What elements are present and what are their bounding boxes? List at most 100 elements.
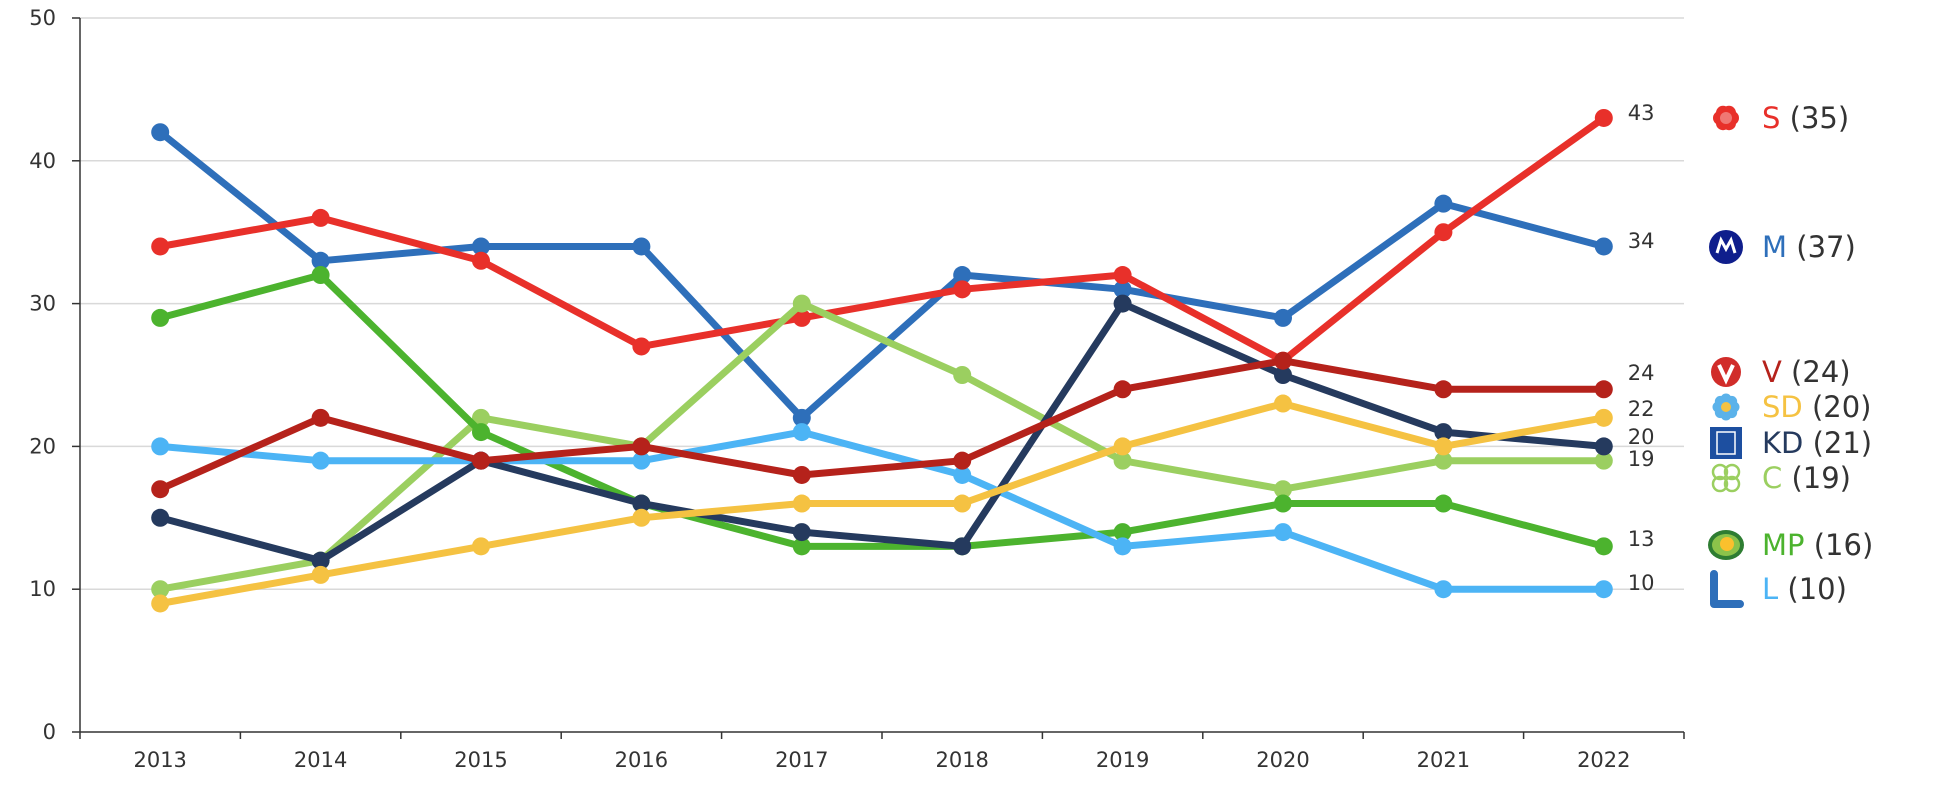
axes — [72, 17, 1685, 739]
data-point-l — [151, 437, 170, 456]
series-line-v — [156, 357, 1608, 493]
data-point-c — [1113, 451, 1132, 470]
x-tick-labels: 2013 2014 2015 2016 2017 2018 2019 2020 2021 2022 — [133, 748, 1630, 772]
data-point-m — [632, 237, 651, 256]
data-point-kd — [1434, 423, 1453, 442]
data-point-sd — [151, 594, 170, 613]
series-m — [151, 123, 1613, 427]
end-label-l: 10 — [1628, 571, 1655, 595]
x-tick-label: 2022 — [1577, 748, 1630, 772]
legend-item-v: V (24) — [1711, 355, 1851, 389]
data-point-s — [792, 308, 811, 327]
data-point-mp — [1113, 523, 1132, 542]
liberalerna-l-icon — [1710, 570, 1744, 608]
dandelion-leaf-icon — [1708, 530, 1744, 560]
data-point-c — [1274, 480, 1292, 499]
data-point-mp — [1594, 537, 1613, 556]
blue-flower-icon — [1712, 393, 1740, 421]
data-point-m — [1594, 237, 1613, 256]
data-point-c — [1434, 451, 1453, 470]
data-point-l — [1113, 537, 1132, 556]
data-point-sd — [953, 494, 972, 513]
legend-label: V (24) — [1762, 355, 1851, 389]
series-l — [151, 423, 1613, 599]
data-point-m — [953, 266, 972, 285]
data-point-m — [472, 237, 490, 256]
social-democrats-rose-icon — [1713, 105, 1739, 131]
legend-label: M (37) — [1762, 230, 1856, 264]
legend-item-sd: SD (20) — [1712, 390, 1872, 424]
series-line-sd — [156, 400, 1608, 607]
data-point-l — [953, 465, 972, 484]
data-point-m — [1274, 308, 1292, 327]
series-line-s — [156, 114, 1608, 365]
legend-label: L (10) — [1762, 572, 1847, 606]
data-point-v — [151, 480, 170, 499]
end-label-mp: 13 — [1628, 527, 1655, 551]
series-line-l — [156, 428, 1608, 593]
data-point-s — [311, 208, 330, 227]
data-point-kd — [1594, 437, 1613, 456]
data-point-v — [1594, 380, 1613, 399]
y-tick-label: 10 — [29, 577, 56, 601]
data-point-sd — [1113, 437, 1132, 456]
data-point-c — [792, 294, 811, 313]
data-point-v — [472, 451, 490, 470]
data-point-c — [151, 580, 170, 599]
data-point-l — [1594, 580, 1613, 599]
data-point-sd — [632, 508, 651, 527]
legend-label: MP (16) — [1762, 528, 1873, 562]
legend-label: S (35) — [1762, 101, 1849, 135]
end-label-s: 43 — [1628, 101, 1655, 125]
end-label-v: 24 — [1628, 361, 1655, 385]
end-labels: 34 43 19 13 10 20 22 24 — [1628, 101, 1655, 595]
legend-label: C (19) — [1762, 461, 1851, 495]
v-badge-icon — [1711, 357, 1741, 387]
data-point-l — [792, 423, 811, 442]
y-tick-label: 40 — [29, 149, 56, 173]
x-tick-label: 2018 — [935, 748, 988, 772]
data-point-kd — [1274, 366, 1292, 384]
legend-item-mp: MP (16) — [1708, 528, 1873, 562]
series-s — [151, 108, 1613, 370]
x-tick-label: 2019 — [1096, 748, 1149, 772]
x-tick-label: 2020 — [1256, 748, 1309, 772]
data-point-c — [1594, 451, 1613, 470]
data-point-l — [1434, 580, 1453, 599]
legend-label: KD (21) — [1762, 426, 1872, 460]
data-point-mp — [151, 308, 170, 327]
series-line-m — [156, 128, 1608, 422]
data-point-kd — [792, 523, 811, 542]
data-point-s — [151, 237, 170, 256]
data-point-sd — [1274, 394, 1292, 413]
data-point-v — [792, 465, 811, 484]
end-label-kd: 20 — [1628, 425, 1655, 449]
y-tick-label: 30 — [29, 292, 56, 316]
series-c — [151, 294, 1613, 599]
x-tick-label: 2013 — [133, 748, 186, 772]
data-point-kd — [311, 551, 330, 570]
data-point-mp — [311, 266, 330, 285]
data-point-v — [1113, 380, 1132, 399]
x-tick-label: 2016 — [615, 748, 668, 772]
x-tick-label: 2014 — [294, 748, 347, 772]
legend-item-s: S (35) — [1713, 101, 1849, 135]
series-kd — [151, 294, 1613, 570]
x-tick-label: 2017 — [775, 748, 828, 772]
data-point-sd — [311, 565, 330, 584]
y-tick-label: 50 — [29, 6, 56, 30]
data-point-s — [1113, 266, 1132, 285]
data-point-s — [953, 280, 972, 299]
legend-label: SD (20) — [1762, 390, 1872, 424]
series-lines — [151, 108, 1613, 613]
data-point-s — [472, 251, 490, 270]
moderaterna-logo-icon — [1709, 230, 1743, 264]
data-point-mp — [472, 423, 490, 442]
data-point-m — [151, 123, 170, 142]
legend: S (35) M (37) V (24)SD (20)KD (21)C (19) MP… — [1708, 101, 1873, 608]
data-point-v — [311, 408, 330, 427]
kd-logo-icon — [1710, 427, 1742, 459]
series-line-c — [156, 300, 1608, 593]
legend-item-m: M (37) — [1709, 230, 1856, 264]
